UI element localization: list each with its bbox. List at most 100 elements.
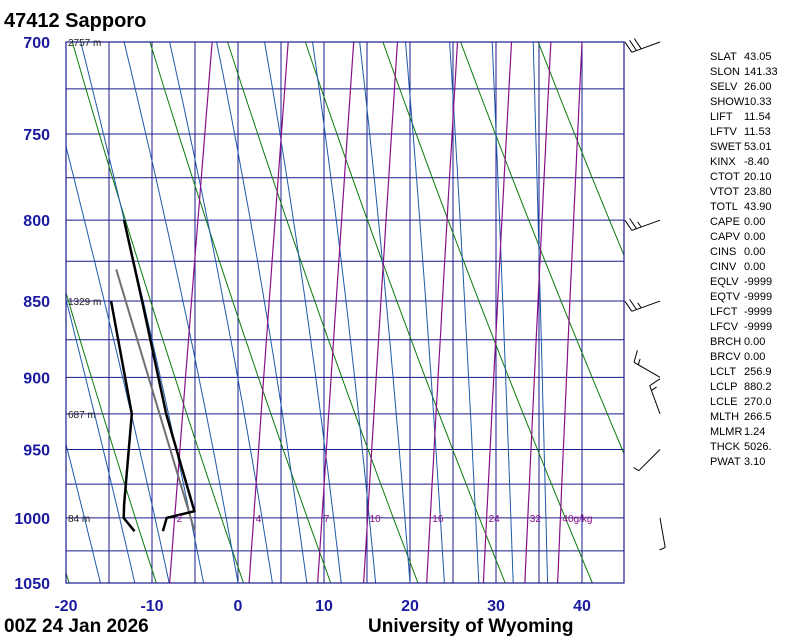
index-name: LCLP xyxy=(710,381,738,393)
station-title: 47412 Sapporo xyxy=(4,10,147,32)
index-value: 256.9 xyxy=(744,366,772,378)
index-name: CINS xyxy=(710,246,737,258)
index-row: LCLE 270.0 xyxy=(710,395,778,410)
index-name: CTOT xyxy=(710,171,740,183)
dry-adiabat xyxy=(304,42,506,583)
index-name: VTOT xyxy=(710,186,740,198)
index-name: SELV xyxy=(710,81,738,93)
index-value: -9999 xyxy=(744,291,773,303)
index-name: BRCH xyxy=(710,336,742,348)
wind-barb-feather xyxy=(629,40,637,51)
temperature-tick-label: -10 xyxy=(140,598,163,615)
index-value: 266.5 xyxy=(744,411,772,423)
mixing-ratio-label: 16 xyxy=(432,514,444,525)
moist-adiabat xyxy=(491,42,514,583)
wind-barb xyxy=(633,449,661,472)
index-name: MLMR xyxy=(710,426,743,438)
mixing-ratio-line xyxy=(248,42,289,583)
index-row: CINV 0.00 xyxy=(710,260,778,275)
temperature-tick-label: 30 xyxy=(487,598,505,615)
index-row: CAPE 0.00 xyxy=(710,215,778,230)
wind-barb-feather xyxy=(629,218,637,229)
wind-barb-half-feather xyxy=(633,467,640,472)
index-row: LFCV -9999 xyxy=(710,320,778,335)
index-row: SLON 141.33 xyxy=(710,65,778,80)
index-value: -8.40 xyxy=(744,156,770,168)
temperature-tick-label: 40 xyxy=(573,598,591,615)
index-row: LFCT -9999 xyxy=(710,305,778,320)
index-value: 43.05 xyxy=(744,51,772,63)
pressure-tick-label: 900 xyxy=(23,370,50,387)
moist-adiabat xyxy=(66,441,101,583)
moist-adiabat xyxy=(404,42,445,583)
index-name: LFTV xyxy=(710,126,737,138)
index-row: SELV 26.00 xyxy=(710,80,778,95)
wind-barb xyxy=(624,299,661,312)
mixing-ratio-line xyxy=(482,42,513,583)
moist-adiabat xyxy=(66,144,170,583)
index-value: 10.33 xyxy=(744,96,772,108)
index-row: CAPV 0.00 xyxy=(710,230,778,245)
wind-barb-half-feather xyxy=(637,358,641,365)
wind-barb-feather xyxy=(624,300,633,312)
wind-barb-half-feather xyxy=(637,221,642,228)
pressure-tick-label: 950 xyxy=(23,443,50,460)
index-name: SLON xyxy=(710,66,740,78)
mixing-ratio-line xyxy=(317,42,355,583)
index-value: -9999 xyxy=(744,306,773,318)
index-value: 0.00 xyxy=(744,246,766,258)
wind-barb-half-feather xyxy=(651,386,657,391)
index-name: CINV xyxy=(710,261,737,273)
wind-barb-feather xyxy=(649,378,661,387)
wind-barb-feather xyxy=(633,350,638,363)
observation-time: 00Z 24 Jan 2026 xyxy=(4,616,149,637)
mixing-ratio-label: 2 xyxy=(177,514,183,525)
index-row: PWAT 3.10 xyxy=(710,455,778,470)
moist-adiabat xyxy=(311,42,377,583)
index-value: 43.90 xyxy=(744,201,772,213)
index-row: LIFT 11.54 xyxy=(710,110,778,125)
index-name: TOTL xyxy=(710,201,738,213)
index-row: KINX -8.40 xyxy=(710,155,778,170)
pressure-tick-label: 700 xyxy=(23,35,50,52)
index-name: LFCV xyxy=(710,321,739,333)
temperature-tick-label: 10 xyxy=(315,598,333,615)
mixing-ratio-label: 32 xyxy=(530,514,542,525)
index-value: -9999 xyxy=(744,321,773,333)
index-row: THCK 5026. xyxy=(710,440,778,455)
index-name: THCK xyxy=(710,441,740,453)
moist-adiabat xyxy=(264,42,342,583)
wind-barb-half-feather xyxy=(659,546,666,551)
temperature-tick-label: 0 xyxy=(234,598,243,615)
index-row: BRCH 0.00 xyxy=(710,335,778,350)
index-name: LCLT xyxy=(710,366,737,378)
moist-adiabat xyxy=(532,42,549,583)
index-value: 11.53 xyxy=(744,126,771,138)
index-value: 11.54 xyxy=(744,111,771,123)
index-value: 3.10 xyxy=(744,456,766,468)
pressure-tick-label: 1000 xyxy=(14,511,50,528)
index-value: 53.01 xyxy=(744,141,772,153)
wind-barb xyxy=(624,218,661,231)
index-value: 141.33 xyxy=(744,66,778,78)
wind-barb-feather xyxy=(633,38,642,50)
index-row: EQLV -9999 xyxy=(710,275,778,290)
index-row: CTOT 20.10 xyxy=(710,170,778,185)
index-row: LFTV 11.53 xyxy=(710,125,778,140)
index-name: CAPV xyxy=(710,231,740,243)
pressure-tick-label: 800 xyxy=(23,213,50,230)
index-row: TOTL 43.90 xyxy=(710,200,778,215)
dewpoint-profile xyxy=(109,300,136,532)
index-row: EQTV -9999 xyxy=(710,290,778,305)
index-name: SLAT xyxy=(710,51,737,63)
data-source: University of Wyoming xyxy=(368,616,574,637)
wind-barb-feather xyxy=(624,219,633,231)
moist-adiabat xyxy=(169,42,273,583)
dry-adiabat xyxy=(537,42,624,257)
index-value: 0.00 xyxy=(744,216,766,228)
index-value: 1.24 xyxy=(744,426,766,438)
index-name: LFCT xyxy=(710,306,738,318)
mixing-ratio-label: 10 xyxy=(370,514,382,525)
index-name: EQTV xyxy=(710,291,740,303)
